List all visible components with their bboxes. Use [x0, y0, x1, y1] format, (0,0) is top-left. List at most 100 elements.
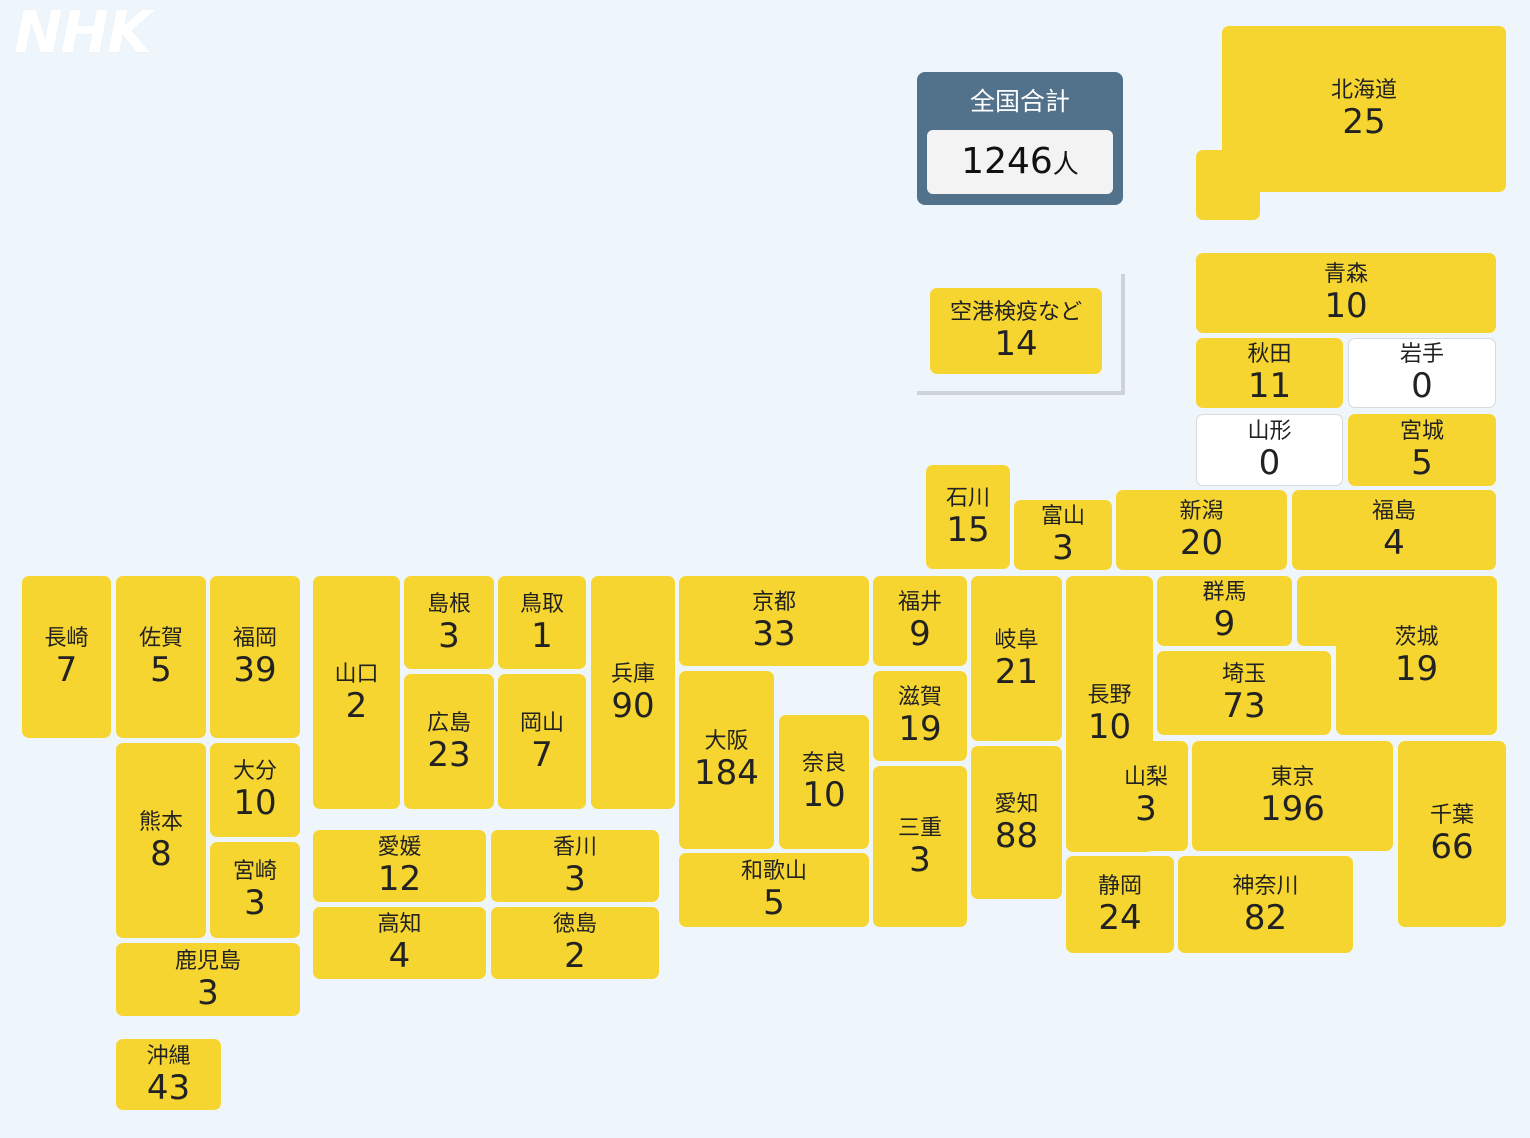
- prefecture-count: 0: [1411, 366, 1433, 406]
- prefecture-name: 愛媛: [377, 835, 422, 860]
- prefecture-tile[interactable]: 空港検疫など 14: [930, 288, 1102, 374]
- prefecture-name: 福島: [1371, 499, 1416, 524]
- prefecture-tile[interactable]: 宮城 5: [1348, 414, 1496, 486]
- prefecture-tile[interactable]: 岐阜 21: [971, 576, 1062, 741]
- prefecture-name: 奈良: [801, 751, 846, 776]
- prefecture-count: 82: [1243, 897, 1288, 938]
- prefecture-tile[interactable]: 大分 10: [210, 743, 300, 837]
- prefecture-count: 12: [377, 859, 422, 899]
- prefecture-tile[interactable]: 愛知 88: [971, 746, 1062, 899]
- prefecture-name: 東京: [1270, 765, 1315, 790]
- prefecture-name: 神奈川: [1232, 873, 1299, 899]
- prefecture-tile[interactable]: 香川 3: [491, 830, 659, 902]
- prefecture-tile[interactable]: 岩手 0: [1348, 338, 1496, 408]
- prefecture-tile[interactable]: 埼玉 73: [1157, 651, 1331, 735]
- prefecture-tile[interactable]: 東京 196: [1192, 741, 1393, 851]
- prefecture-tile[interactable]: 徳島 2: [491, 907, 659, 979]
- prefecture-name: 石川: [945, 486, 990, 511]
- prefecture-name: 三重: [897, 815, 942, 841]
- prefecture-tile[interactable]: 大阪 184: [679, 671, 774, 849]
- prefecture-name: 群馬: [1202, 580, 1247, 605]
- prefecture-tile[interactable]: 和歌山 5: [679, 853, 869, 927]
- prefecture-name: 長野: [1087, 683, 1132, 708]
- prefecture-name: 静岡: [1097, 873, 1142, 899]
- prefecture-tile[interactable]: 宮崎 3: [210, 842, 300, 938]
- prefecture-tile[interactable]: 福島 4: [1292, 490, 1496, 570]
- prefecture-count: 9: [909, 614, 931, 654]
- prefecture-tile[interactable]: 秋田 11: [1196, 338, 1343, 408]
- prefecture-tile[interactable]: 石川 15: [926, 465, 1010, 569]
- prefecture-tile[interactable]: 山口 2: [313, 576, 400, 809]
- prefecture-count: 23: [427, 734, 471, 775]
- prefecture-count: 196: [1260, 789, 1325, 829]
- prefecture-count: 10: [233, 783, 277, 823]
- prefecture-tile[interactable]: 鹿児島 3: [116, 943, 300, 1016]
- prefecture-name: 空港検疫など: [949, 300, 1082, 325]
- prefecture-count: 19: [1394, 648, 1439, 689]
- prefecture-tile[interactable]: 長崎 7: [22, 576, 111, 738]
- prefecture-tile[interactable]: 静岡 24: [1066, 856, 1174, 953]
- prefecture-tile[interactable]: 富山 3: [1014, 500, 1112, 570]
- prefecture-name: 沖縄: [146, 1043, 191, 1069]
- airport-quarantine-frame: [917, 274, 1125, 395]
- prefecture-tile[interactable]: 広島 23: [404, 674, 494, 809]
- prefecture-count: 3: [564, 859, 586, 899]
- prefecture-tile[interactable]: 福岡 39: [210, 576, 300, 738]
- prefecture-tile[interactable]: 佐賀 5: [116, 576, 206, 738]
- nhk-logo: NHK: [14, 0, 152, 66]
- prefecture-count: 14: [994, 324, 1038, 364]
- prefecture-tile[interactable]: 京都 33: [679, 576, 869, 666]
- prefecture-name: 岐阜: [994, 627, 1039, 653]
- prefecture-count: 73: [1222, 686, 1266, 726]
- prefecture-count: 8: [150, 833, 172, 874]
- prefecture-tile[interactable]: 三重 3: [873, 766, 967, 927]
- prefecture-tile[interactable]: 山形 0: [1196, 414, 1343, 486]
- prefecture-name: 愛知: [994, 791, 1039, 817]
- prefecture-count: 15: [946, 510, 990, 550]
- prefecture-tile[interactable]: 滋賀 19: [873, 671, 967, 761]
- prefecture-count: 184: [694, 753, 759, 793]
- prefecture-count: 88: [994, 815, 1039, 856]
- prefecture-name: 鳥取: [519, 591, 564, 617]
- prefecture-count: 20: [1179, 523, 1224, 563]
- prefecture-tile[interactable]: 青森 10: [1196, 253, 1496, 333]
- prefecture-tile[interactable]: 熊本 8: [116, 743, 206, 938]
- prefecture-tile[interactable]: 兵庫 90: [591, 576, 675, 809]
- prefecture-tile[interactable]: 山梨 3: [1104, 741, 1188, 851]
- prefecture-tile[interactable]: 鳥取 1: [498, 576, 586, 669]
- prefecture-name: 京都: [751, 590, 796, 615]
- prefecture-tile[interactable]: 沖縄 43: [116, 1039, 221, 1110]
- national-total-value: 1246: [961, 141, 1053, 182]
- prefecture-tile[interactable]: 奈良 10: [779, 715, 869, 849]
- prefecture-tile[interactable]: 神奈川 82: [1178, 856, 1353, 953]
- prefecture-name: 福岡: [232, 626, 277, 651]
- prefecture-name: 青森: [1323, 262, 1368, 287]
- prefecture-name: 埼玉: [1221, 662, 1266, 687]
- prefecture-tile[interactable]: 岡山 7: [498, 674, 586, 809]
- prefecture-tile[interactable]: 愛媛 12: [313, 830, 486, 902]
- prefecture-count: 0: [1258, 443, 1281, 483]
- prefecture-tile[interactable]: 群馬 9: [1157, 576, 1292, 646]
- prefecture-count: 4: [1383, 523, 1405, 563]
- prefecture-count: 3: [909, 839, 931, 880]
- prefecture-name: 鹿児島: [174, 948, 241, 974]
- prefecture-count: 7: [55, 650, 78, 690]
- national-total-unit: 人: [1052, 150, 1079, 180]
- prefecture-count: 39: [233, 650, 277, 690]
- prefecture-count: 3: [244, 883, 266, 923]
- prefecture-count: 90: [611, 685, 655, 726]
- prefecture-tile[interactable]: 北海道 25: [1222, 26, 1506, 192]
- prefecture-tile[interactable]: 福井 9: [873, 576, 967, 666]
- prefecture-name: 高知: [377, 912, 422, 937]
- prefecture-tile[interactable]: 茨城 19: [1336, 576, 1497, 735]
- prefecture-count: 3: [1052, 528, 1074, 568]
- prefecture-name: 茨城: [1394, 624, 1439, 650]
- prefecture-name: 香川: [552, 835, 597, 860]
- prefecture-tile[interactable]: 島根 3: [404, 576, 494, 669]
- prefecture-tile[interactable]: 高知 4: [313, 907, 486, 979]
- prefecture-tile[interactable]: 千葉 66: [1398, 741, 1506, 927]
- prefecture-count: 5: [150, 650, 172, 690]
- national-total-panel: 全国合計 1246人: [917, 72, 1123, 205]
- prefecture-count: 21: [994, 651, 1039, 692]
- prefecture-tile[interactable]: 新潟 20: [1116, 490, 1287, 570]
